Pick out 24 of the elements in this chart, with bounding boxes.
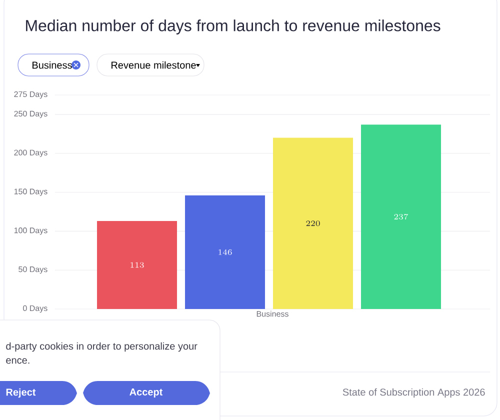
text: d-party cookies in order to personalize your <box>6 342 198 352</box>
data-label: 113 <box>130 262 144 268</box>
y-tick-label: 200 Days <box>14 150 48 157</box>
y-tick-label: 100 Days <box>14 228 48 235</box>
bar <box>97 221 177 309</box>
y-tick-label: 150 Days <box>14 188 48 196</box>
text: ence. <box>6 358 30 364</box>
chart-title: Median number of days from launch to revenue milestones <box>26 20 440 34</box>
text: State of Subscription Apps 2026 <box>342 388 485 398</box>
y-tick-label: 250 Days <box>14 110 48 118</box>
text: Reject <box>6 388 36 398</box>
bar <box>185 195 266 309</box>
bar <box>273 138 354 309</box>
data-label: 146 <box>218 249 232 255</box>
data-label: 220 <box>306 220 320 226</box>
x-axis-title: Business <box>256 310 288 317</box>
bar <box>361 124 441 309</box>
y-tick-label: 50 Days <box>18 266 48 274</box>
text: Accept <box>130 388 163 398</box>
y-tick-label: 0 Days <box>23 305 48 313</box>
y-tick-label: 275 Days <box>14 91 48 99</box>
text: Revenue milestone <box>112 61 196 69</box>
data-label: 237 <box>394 214 408 220</box>
text: Business <box>32 61 72 69</box>
